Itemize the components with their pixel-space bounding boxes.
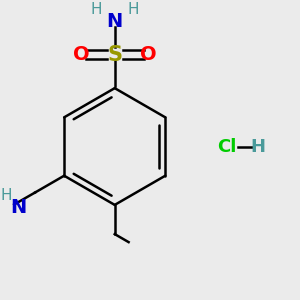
Text: N: N — [11, 198, 27, 217]
Text: S: S — [107, 45, 122, 64]
Text: H: H — [1, 188, 12, 203]
Text: H: H — [91, 2, 102, 17]
Text: H: H — [127, 2, 139, 17]
Text: O: O — [140, 45, 157, 64]
Text: Cl: Cl — [217, 137, 236, 155]
Text: O: O — [73, 45, 89, 64]
Text: H: H — [251, 137, 266, 155]
Text: N: N — [106, 11, 123, 31]
